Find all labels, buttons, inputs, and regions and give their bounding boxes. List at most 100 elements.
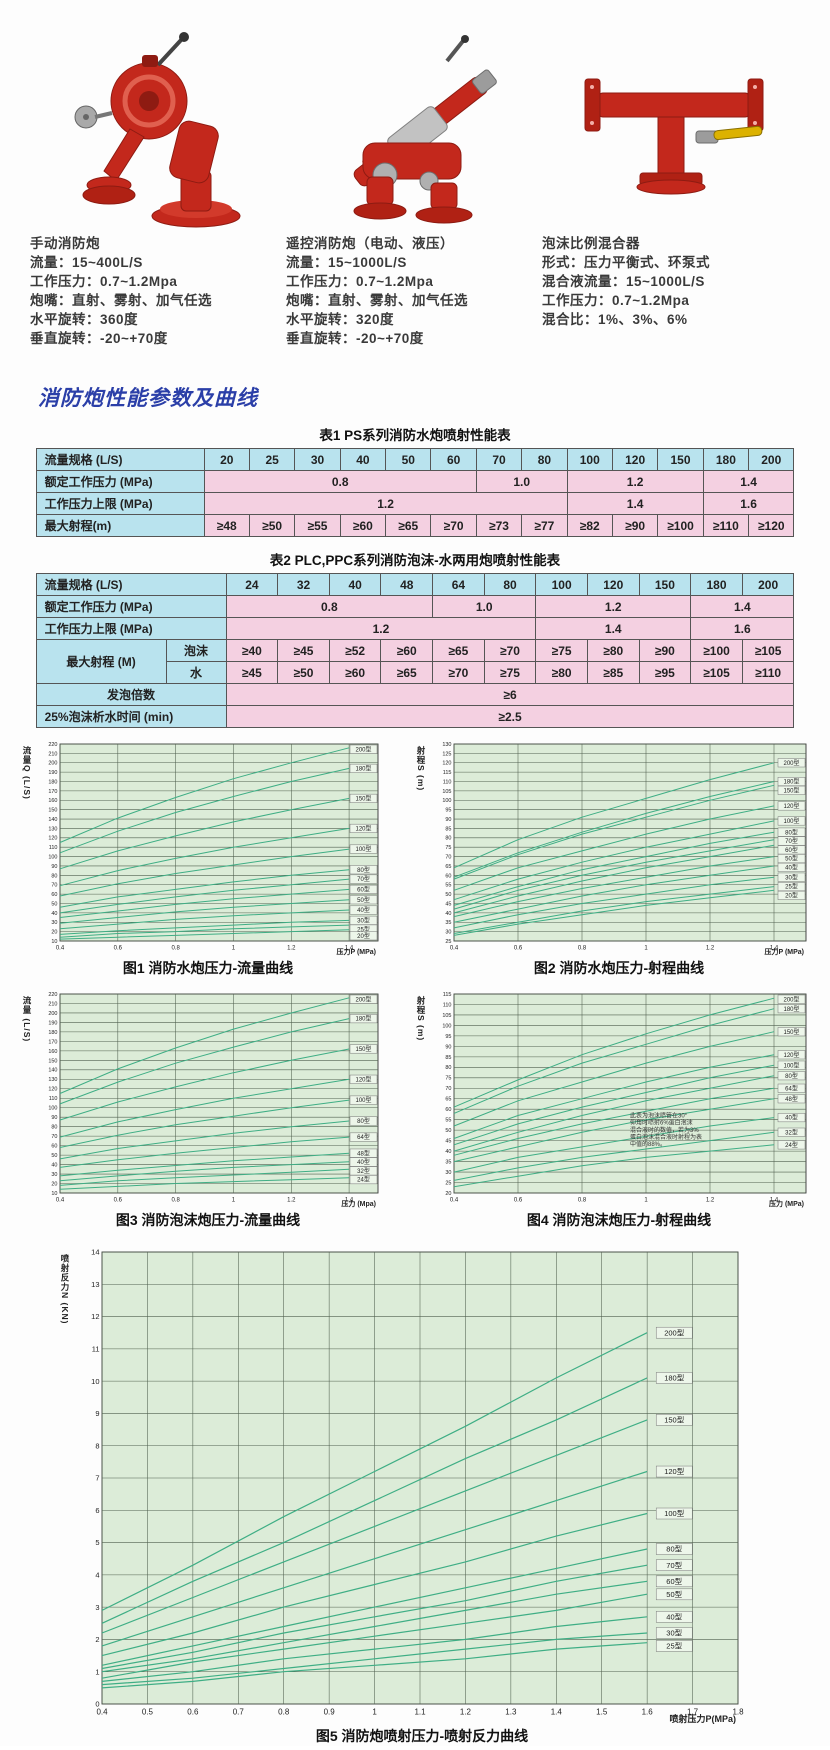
svg-text:20型: 20型 — [785, 891, 798, 899]
fig3-y-axis-label: 流量 (L/S) — [22, 996, 32, 1043]
svg-text:0.4: 0.4 — [450, 946, 459, 952]
table-cell: 1.6 — [702, 492, 795, 515]
svg-text:1: 1 — [644, 1198, 648, 1204]
svg-text:150: 150 — [48, 1058, 57, 1064]
product-specs: 形式：压力平衡式、环泵式 混合液流量：15~1000L/S 工作压力：0.7~1.2… — [542, 253, 798, 329]
svg-text:此表为泡沫喷管在30°: 此表为泡沫喷管在30° — [630, 1111, 688, 1119]
table-cell: 水 — [165, 661, 227, 684]
table-cell: 120 — [611, 448, 659, 471]
svg-text:115: 115 — [443, 992, 452, 998]
svg-text:20型: 20型 — [357, 932, 370, 940]
table-cell: ≥105 — [741, 639, 795, 662]
table-cell: 1.4 — [535, 617, 692, 640]
svg-text:3: 3 — [95, 1603, 99, 1612]
table-cell: 流量规格 (L/S) — [35, 573, 227, 596]
svg-text:105: 105 — [442, 789, 451, 795]
chart-fig1: 流量Q (L/S) 10 20 30 40 50 60 70 80 90 100 110 120 130… — [20, 738, 382, 982]
svg-text:50型: 50型 — [666, 1590, 682, 1599]
table-cell: ≥52 — [328, 639, 382, 662]
chart-fig2: 射程S (m) 25 30 35 40 45 50 55 60 65 70 75 80 85 90 95 10… — [414, 738, 810, 982]
svg-text:1.5: 1.5 — [596, 1708, 608, 1717]
svg-text:60: 60 — [445, 1107, 451, 1113]
table-cell: 最大射程 (M) — [35, 639, 167, 684]
svg-text:1.2: 1.2 — [287, 946, 296, 952]
svg-text:180: 180 — [48, 779, 57, 785]
svg-text:10: 10 — [51, 1191, 57, 1197]
svg-text:1: 1 — [372, 1708, 377, 1717]
product-name: 遥控消防炮（电动、液压） — [286, 236, 454, 251]
svg-text:210: 210 — [48, 751, 57, 757]
table-cell: 60 — [430, 448, 477, 471]
svg-text:40型: 40型 — [666, 1612, 682, 1621]
svg-text:110: 110 — [49, 845, 58, 851]
product-spec-line: 水平旋转：360度 — [30, 312, 139, 327]
svg-text:120型: 120型 — [664, 1467, 685, 1476]
svg-text:60型: 60型 — [357, 886, 370, 894]
svg-text:100: 100 — [48, 1106, 57, 1112]
svg-text:0.8: 0.8 — [171, 946, 180, 952]
svg-text:0.4: 0.4 — [56, 946, 65, 952]
svg-text:50型: 50型 — [357, 896, 370, 904]
svg-text:100: 100 — [48, 854, 57, 860]
svg-text:32型: 32型 — [785, 1128, 798, 1136]
svg-text:100型: 100型 — [355, 845, 371, 853]
svg-text:24型: 24型 — [785, 1141, 798, 1149]
svg-text:70型: 70型 — [666, 1561, 682, 1570]
svg-text:40型: 40型 — [357, 1158, 370, 1166]
svg-text:100型: 100型 — [355, 1096, 371, 1104]
svg-text:0.6: 0.6 — [114, 1198, 123, 1204]
svg-text:50型: 50型 — [785, 855, 798, 863]
table-cell: ≥80 — [586, 639, 640, 662]
table-cell: 180 — [690, 573, 743, 596]
svg-text:90: 90 — [51, 1115, 57, 1121]
svg-text:150型: 150型 — [783, 1028, 799, 1036]
svg-text:24型: 24型 — [357, 1176, 370, 1184]
table-cell: 40 — [339, 448, 387, 471]
table-cell: ≥40 — [225, 639, 279, 662]
product-spec-line: 混合液流量：15~1000L/S — [542, 274, 705, 289]
svg-text:40: 40 — [445, 1149, 451, 1155]
svg-text:65: 65 — [445, 864, 451, 870]
svg-text:200型: 200型 — [783, 759, 799, 767]
svg-text:110: 110 — [443, 779, 452, 785]
table-cell: ≥75 — [535, 639, 588, 662]
product-specs: 流量：15~400L/S 工作压力：0.7~1.2Mpa 炮嘴：直射、雾射、加气任选… — [30, 253, 286, 348]
svg-text:仰角时喷射6%蛋白泡沫: 仰角时喷射6%蛋白泡沫 — [630, 1119, 693, 1127]
svg-text:1: 1 — [95, 1667, 99, 1676]
table-cell: ≥80 — [535, 661, 588, 684]
svg-text:90: 90 — [445, 817, 451, 823]
table2-title: 表2 PLC,PPC系列消防泡沫-水两用炮喷射性能表 — [269, 553, 561, 568]
table-cell: ≥90 — [611, 514, 659, 537]
svg-text:150: 150 — [48, 808, 57, 814]
svg-text:压力 (MPa): 压力 (MPa) — [769, 1199, 804, 1208]
svg-text:40型: 40型 — [785, 863, 798, 871]
svg-text:180型: 180型 — [355, 1015, 371, 1023]
svg-text:35: 35 — [445, 1160, 451, 1166]
product-section: 手动消防炮 流量：15~400L/S 工作压力：0.7~1.2Mpa 炮嘴：直射、雾… — [0, 0, 830, 348]
svg-text:70: 70 — [51, 1134, 57, 1140]
svg-text:125: 125 — [442, 751, 451, 757]
svg-text:压力P (MPa): 压力P (MPa) — [764, 947, 804, 956]
svg-text:1.2: 1.2 — [460, 1708, 472, 1717]
table-cell: 1.2 — [203, 492, 568, 515]
table-cell: 1.6 — [690, 617, 795, 640]
fig1-caption: 图1 消防水炮压力-流量曲线 — [122, 960, 294, 976]
svg-text:80型: 80型 — [357, 1117, 370, 1125]
svg-text:48型: 48型 — [357, 1149, 370, 1157]
table-cell: ≥65 — [380, 661, 434, 684]
svg-text:180型: 180型 — [355, 764, 371, 772]
svg-text:105: 105 — [442, 1013, 451, 1019]
svg-text:7: 7 — [95, 1474, 99, 1483]
svg-text:9: 9 — [95, 1409, 99, 1418]
table-cell: ≥45 — [277, 639, 330, 662]
svg-text:32型: 32型 — [357, 1167, 370, 1175]
table-cell: 流量规格 (L/S) — [35, 448, 205, 471]
svg-text:64型: 64型 — [357, 1133, 370, 1141]
svg-text:110: 110 — [443, 1002, 452, 1008]
svg-text:40: 40 — [51, 911, 57, 917]
product-spec-line: 水平旋转：320度 — [286, 312, 395, 327]
svg-text:200型: 200型 — [664, 1328, 685, 1337]
svg-text:45: 45 — [445, 1139, 451, 1145]
svg-text:70: 70 — [445, 854, 451, 860]
table-cell: 180 — [702, 448, 750, 471]
